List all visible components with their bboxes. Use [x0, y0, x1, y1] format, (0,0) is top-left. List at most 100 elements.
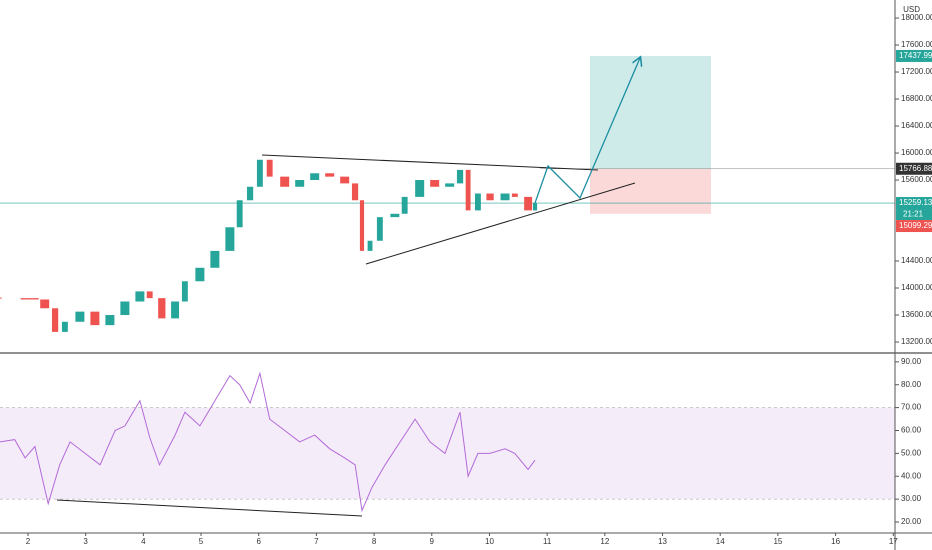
marks-layer	[0, 159, 538, 513]
x-tick-label: 4	[141, 537, 146, 546]
x-tick-label: 9	[430, 537, 435, 546]
y-tick-label: 20.00	[901, 517, 922, 526]
x-tick-label: 16	[831, 537, 840, 546]
candle	[158, 298, 166, 319]
y-tick-label: 16000.00	[901, 148, 932, 157]
countdown-label: 21:21	[903, 210, 924, 219]
candle	[376, 217, 383, 241]
drawings	[56, 58, 640, 517]
last-price-label-bg	[896, 197, 932, 210]
x-tick-label: 8	[372, 537, 377, 546]
candle	[105, 315, 115, 326]
y-tick-label: 18000.00	[901, 13, 932, 22]
y-tick-label: 17600.00	[901, 40, 932, 49]
candle	[465, 169, 471, 211]
candle	[171, 301, 180, 319]
y-tick-label: 13600.00	[901, 310, 932, 319]
candle	[325, 173, 335, 177]
currency-label: USD	[903, 5, 920, 14]
candle	[430, 180, 440, 187]
stop-label: 15099.29	[899, 221, 932, 230]
rsi-line	[0, 371, 536, 513]
candle	[532, 202, 538, 211]
candle	[390, 213, 400, 218]
candle	[40, 299, 50, 309]
y-tick-label: 80.00	[901, 380, 922, 389]
candle	[280, 176, 290, 187]
x-tick-label: 15	[773, 537, 782, 546]
labels-layer: 2 3 4 5 6 7 8 9 10 11 12 13 14 15 16 17 18000.00 17600.00…	[26, 13, 932, 546]
x-tick-label: 11	[543, 537, 552, 546]
target-label-bg	[896, 49, 932, 62]
candle	[445, 183, 455, 187]
candle	[456, 169, 464, 184]
y-tick-label: 17200.00	[901, 67, 932, 76]
y-tick-label: 14000.00	[901, 283, 932, 292]
stop-label-bg	[896, 220, 932, 233]
y-tick-label: 60.00	[901, 426, 922, 435]
candle	[225, 227, 235, 251]
entry-label: 15766.88	[899, 164, 932, 173]
y-tick-label: 70.00	[901, 403, 922, 412]
last-price-label: 15259.13	[899, 198, 932, 207]
candle	[51, 308, 59, 332]
y-tick-label: 90.00	[901, 357, 922, 366]
y-tick-label: 14400.00	[901, 256, 932, 265]
candle	[340, 176, 350, 184]
x-tick-label: 12	[600, 537, 609, 546]
y-tick-label: 13200.00	[901, 337, 932, 346]
candle	[0, 297, 2, 299]
x-tick-label: 2	[26, 537, 31, 546]
x-tick-label: 3	[83, 537, 88, 546]
countdown-bg	[896, 209, 932, 221]
candle	[359, 200, 365, 251]
candle	[295, 180, 305, 187]
y-tick-label: 15600.00	[901, 175, 932, 184]
trend-line	[261, 154, 599, 171]
loss-zone	[590, 168, 711, 214]
candle	[236, 200, 243, 228]
candle	[195, 267, 205, 282]
profit-zone	[590, 55, 711, 169]
candle	[61, 321, 68, 332]
x-tick-label: 13	[658, 537, 667, 546]
projection-path	[534, 58, 640, 204]
x-tick-label: 7	[314, 537, 319, 546]
y-tick-label: 30.00	[901, 494, 922, 503]
candle	[474, 193, 481, 211]
x-tick-label: 6	[256, 537, 261, 546]
candle	[266, 159, 273, 177]
candle	[75, 311, 85, 322]
y-tick-label: 40.00	[901, 471, 922, 480]
divergence-line	[56, 499, 363, 517]
candle	[310, 173, 320, 181]
candle	[500, 193, 510, 201]
candle	[120, 301, 130, 316]
candle	[181, 281, 188, 302]
x-tick-label: 14	[716, 537, 725, 546]
candle	[401, 196, 408, 214]
candle	[210, 250, 220, 268]
x-tick-label: 17	[889, 537, 898, 546]
candle	[246, 186, 254, 201]
candle	[486, 193, 494, 201]
x-tick-label: 10	[485, 537, 494, 546]
trend-line	[365, 182, 636, 265]
candle	[20, 298, 39, 300]
entry-label-bg	[896, 162, 932, 175]
candle	[524, 196, 533, 211]
background-layer	[0, 17, 899, 536]
y-tick-label: 16800.00	[901, 94, 932, 103]
candle	[90, 311, 100, 326]
y-tick-label: 50.00	[901, 448, 922, 457]
y-tick-label: 16400.00	[901, 121, 932, 130]
candle	[256, 159, 263, 187]
candle	[415, 180, 425, 197]
candle	[367, 240, 373, 251]
candle	[351, 183, 359, 201]
candle	[146, 291, 153, 299]
x-tick-label: 5	[199, 537, 204, 546]
rsi-band	[0, 407, 895, 500]
candle	[511, 193, 518, 197]
